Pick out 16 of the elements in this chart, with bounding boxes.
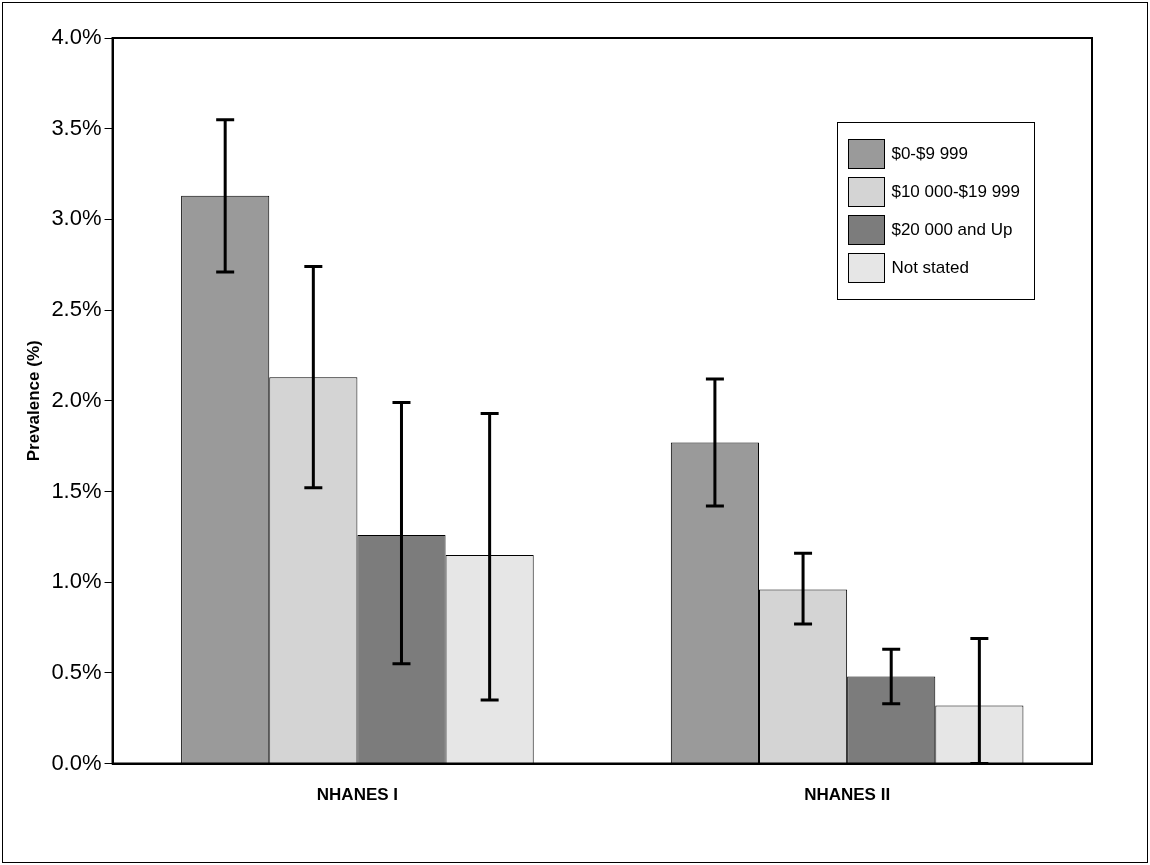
y-tick-label: 2.0% xyxy=(51,386,102,412)
x-tick-label: NHANES I xyxy=(316,785,399,805)
y-tick-label: 1.0% xyxy=(51,568,102,594)
y-tick-label: 3.0% xyxy=(51,205,102,231)
legend-label: $20 000 and Up xyxy=(891,220,1013,240)
y-tick-label: 0.5% xyxy=(51,658,102,684)
legend-label: $0-$9 999 xyxy=(891,144,969,164)
y-tick-label: 1.5% xyxy=(51,477,102,503)
legend-label: Not stated xyxy=(891,258,969,278)
y-tick-label: 3.5% xyxy=(51,114,102,140)
y-tick-label: 0.0% xyxy=(51,749,102,775)
y-tick-label: 2.5% xyxy=(51,296,102,322)
x-tick-label: NHANES II xyxy=(804,785,891,805)
y-axis-title: Prevalence (%) xyxy=(23,340,43,462)
y-tick-label: 4.0% xyxy=(51,24,102,50)
legend-label: $10 000-$19 999 xyxy=(891,182,1020,202)
